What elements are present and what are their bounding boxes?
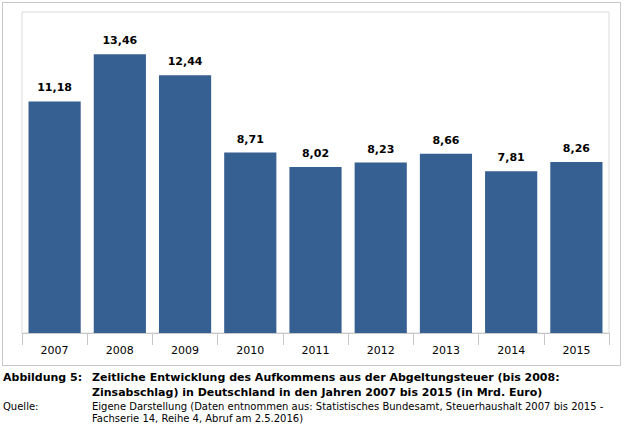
svg-text:13,46: 13,46 (102, 34, 137, 47)
svg-text:8,66: 8,66 (432, 134, 459, 147)
svg-text:2011: 2011 (302, 344, 330, 357)
svg-text:2007: 2007 (41, 344, 69, 357)
html-text:Zeitliche Entwicklung des Aufk: Zeitliche Entwicklung des Aufkommens aus… (92, 371, 560, 399)
svg-text:2014: 2014 (497, 344, 525, 357)
svg-text:8,23: 8,23 (367, 143, 394, 156)
html-text:Abbildung 5:: Abbildung 5: (3, 371, 83, 384)
svg-text:2010: 2010 (236, 344, 264, 357)
svg-text:11,18: 11,18 (37, 81, 72, 94)
svg-text:2012: 2012 (367, 344, 395, 357)
html-text:Eigene Darstellung (Daten entn: Eigene Darstellung (Daten entnommen aus:… (92, 401, 604, 424)
svg-text:8,26: 8,26 (563, 142, 590, 155)
svg-text:12,44: 12,44 (168, 55, 203, 68)
svg-text:2013: 2013 (432, 344, 460, 357)
svg-text:2015: 2015 (562, 344, 590, 357)
html-text:Quelle:: Quelle: (3, 401, 39, 412)
svg-text:8,71: 8,71 (237, 133, 264, 146)
svg-text:2008: 2008 (106, 344, 134, 357)
svg-text:7,81: 7,81 (498, 151, 525, 164)
svg-text:2009: 2009 (171, 344, 199, 357)
svg-text:8,02: 8,02 (302, 147, 329, 160)
